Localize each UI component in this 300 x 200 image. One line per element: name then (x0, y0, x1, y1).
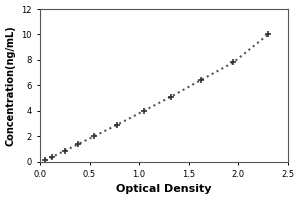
X-axis label: Optical Density: Optical Density (116, 184, 212, 194)
Y-axis label: Concentration(ng/mL): Concentration(ng/mL) (6, 25, 16, 146)
